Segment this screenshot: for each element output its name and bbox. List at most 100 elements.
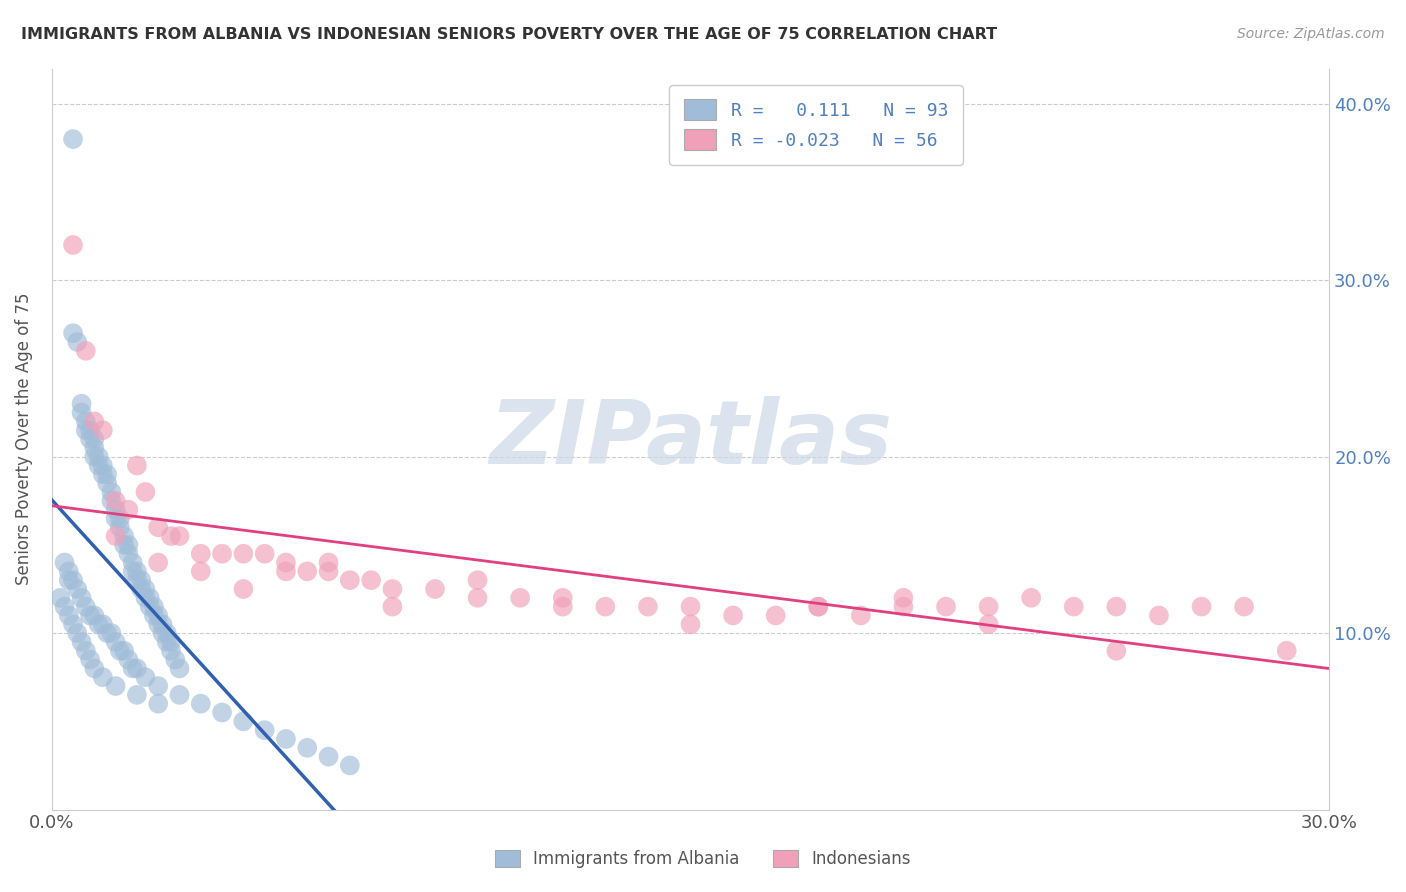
Point [551, 591, 574, 605]
Point [104, 529, 127, 543]
Point [360, 573, 382, 587]
Point [165, 652, 187, 666]
Point [108, 511, 131, 525]
Point [96, 467, 118, 482]
Point [893, 591, 915, 605]
Point [96, 476, 118, 491]
Point [129, 573, 152, 587]
Point [190, 547, 212, 561]
Point [108, 520, 131, 534]
Point [318, 556, 340, 570]
Point [339, 758, 361, 772]
Point [58, 565, 80, 579]
Point [1233, 599, 1256, 614]
Point [1019, 591, 1042, 605]
Point [62, 326, 84, 341]
Point [70, 591, 93, 605]
Point [134, 582, 156, 596]
Point [104, 635, 127, 649]
Point [1105, 644, 1128, 658]
Point [169, 529, 191, 543]
Point [1147, 608, 1170, 623]
Point [75, 599, 97, 614]
Point [274, 556, 297, 570]
Point [148, 679, 170, 693]
Point [117, 502, 139, 516]
Point [211, 706, 233, 720]
Point [935, 599, 957, 614]
Point [112, 529, 135, 543]
Point [274, 731, 297, 746]
Point [1063, 599, 1085, 614]
Point [142, 608, 165, 623]
Point [87, 450, 110, 464]
Point [70, 397, 93, 411]
Point [253, 547, 276, 561]
Point [87, 617, 110, 632]
Point [467, 591, 489, 605]
Point [83, 661, 105, 675]
Point [83, 608, 105, 623]
Point [96, 626, 118, 640]
Point [53, 599, 76, 614]
Point [79, 423, 101, 437]
Point [148, 556, 170, 570]
Point [125, 688, 148, 702]
Point [70, 406, 93, 420]
Point [53, 556, 76, 570]
Point [79, 608, 101, 623]
Point [79, 652, 101, 666]
Point [91, 670, 114, 684]
Point [679, 599, 702, 614]
Point [134, 485, 156, 500]
Point [232, 547, 254, 561]
Point [79, 432, 101, 446]
Point [148, 608, 170, 623]
Point [117, 652, 139, 666]
Text: IMMIGRANTS FROM ALBANIA VS INDONESIAN SENIORS POVERTY OVER THE AGE OF 75 CORRELA: IMMIGRANTS FROM ALBANIA VS INDONESIAN SE… [21, 27, 997, 42]
Point [381, 582, 404, 596]
Point [148, 697, 170, 711]
Point [49, 591, 72, 605]
Point [70, 635, 93, 649]
Point [62, 617, 84, 632]
Point [721, 608, 744, 623]
Point [893, 599, 915, 614]
Point [87, 458, 110, 473]
Point [423, 582, 446, 596]
Point [112, 644, 135, 658]
Point [1275, 644, 1298, 658]
Point [121, 565, 143, 579]
Point [160, 644, 183, 658]
Point [152, 617, 174, 632]
Point [232, 714, 254, 729]
Point [100, 626, 122, 640]
Point [977, 617, 1000, 632]
Y-axis label: Seniors Poverty Over the Age of 75: Seniors Poverty Over the Age of 75 [15, 293, 32, 585]
Point [849, 608, 872, 623]
Point [807, 599, 830, 614]
Text: Source: ZipAtlas.com: Source: ZipAtlas.com [1237, 27, 1385, 41]
Point [83, 414, 105, 428]
Point [75, 343, 97, 358]
Point [125, 565, 148, 579]
Point [100, 493, 122, 508]
Point [765, 608, 787, 623]
Point [134, 670, 156, 684]
Point [148, 520, 170, 534]
Point [125, 458, 148, 473]
Point [274, 565, 297, 579]
Point [1105, 599, 1128, 614]
Point [169, 661, 191, 675]
Point [125, 661, 148, 675]
Point [66, 582, 89, 596]
Point [104, 493, 127, 508]
Point [142, 599, 165, 614]
Legend: Immigrants from Albania, Indonesians: Immigrants from Albania, Indonesians [488, 843, 918, 875]
Point [125, 573, 148, 587]
Point [169, 688, 191, 702]
Point [66, 334, 89, 349]
Point [637, 599, 659, 614]
Point [509, 591, 531, 605]
Point [91, 458, 114, 473]
